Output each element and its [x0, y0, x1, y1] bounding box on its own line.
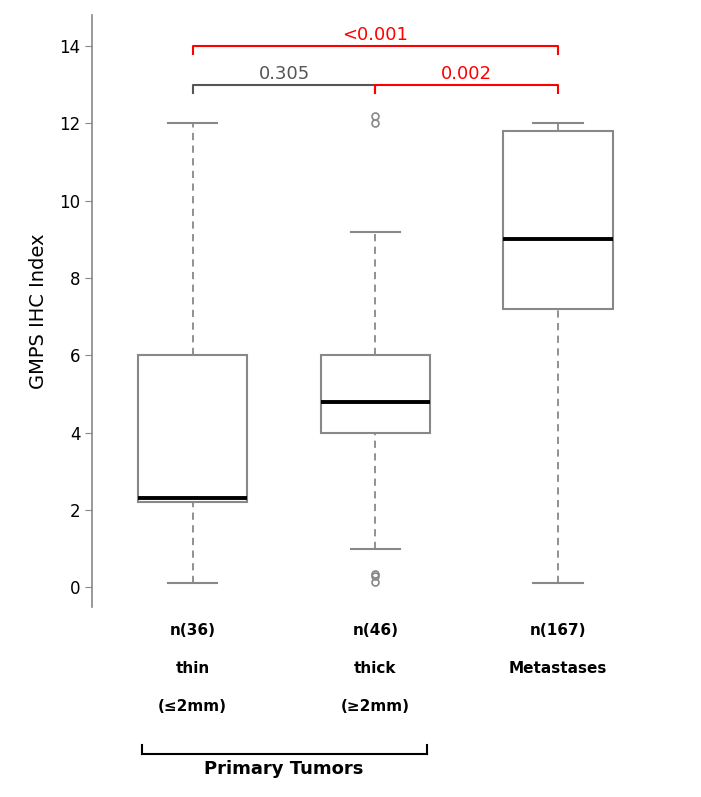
Text: n(167): n(167) — [530, 622, 586, 638]
Bar — [503, 131, 613, 309]
Bar — [138, 355, 247, 502]
Text: Metastases: Metastases — [509, 661, 607, 676]
Text: <0.001: <0.001 — [343, 26, 408, 44]
Text: (≥2mm): (≥2mm) — [341, 699, 410, 714]
Y-axis label: GMPS IHC Index: GMPS IHC Index — [29, 233, 48, 389]
Bar — [320, 355, 430, 433]
Text: (≤2mm): (≤2mm) — [158, 699, 227, 714]
Text: thick: thick — [354, 661, 397, 676]
Text: thin: thin — [175, 661, 210, 676]
Text: 0.305: 0.305 — [259, 65, 310, 83]
Text: Primary Tumors: Primary Tumors — [205, 760, 364, 779]
Text: n(46): n(46) — [353, 622, 398, 638]
Text: n(36): n(36) — [170, 622, 216, 638]
Text: 0.002: 0.002 — [441, 65, 492, 83]
